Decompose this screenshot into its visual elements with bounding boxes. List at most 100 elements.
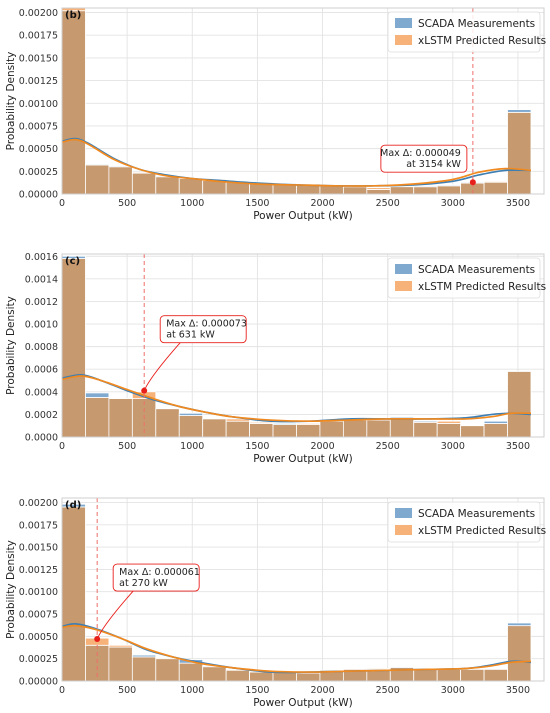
- histogram-bar-overlap: [483, 668, 508, 682]
- x-tick-label: 2500: [376, 441, 400, 452]
- annotation-text-line1: Max Δ: 0.000049: [380, 148, 461, 159]
- x-axis-label: Power Output (kW): [253, 210, 353, 222]
- kde-line-xlstm: [61, 624, 532, 673]
- histogram-bar-overlap: [61, 506, 86, 682]
- annotation-text-line2: at 631 kW: [166, 330, 215, 341]
- x-tick-label: 1000: [180, 441, 204, 452]
- histogram-bar-xlstm: [296, 423, 321, 425]
- legend-box: [387, 11, 541, 53]
- histogram-bar-overlap: [272, 671, 297, 682]
- histogram-bar-overlap: [389, 186, 415, 195]
- histogram-bar-overlap: [155, 658, 180, 682]
- y-tick-label: 0.0016: [25, 252, 58, 263]
- y-tick-label: 0.00100: [19, 587, 58, 598]
- histogram-bar-xlstm: [366, 187, 391, 190]
- legend-label-scada: SCADA Measurements: [418, 18, 535, 30]
- x-axis-label: Power Output (kW): [253, 453, 353, 465]
- plot-frame: [61, 253, 545, 438]
- legend-swatch-xlstm: [395, 525, 412, 535]
- histogram-bar-overlap: [178, 415, 204, 438]
- y-tick-label: 0.0012: [25, 297, 58, 308]
- x-tick-label: 1500: [245, 685, 269, 696]
- plot-frame: [61, 497, 545, 682]
- x-tick-label: 2500: [376, 685, 400, 696]
- legend: SCADA Measurements xLSTM Predicted Result…: [387, 501, 546, 543]
- histogram-bar-overlap: [108, 646, 133, 682]
- y-tick-label: 0.00025: [19, 654, 58, 665]
- histogram-bar-overlap: [507, 625, 532, 682]
- histogram-bar-xlstm: [436, 420, 462, 424]
- y-tick-label: 0.00000: [19, 677, 58, 688]
- annotation-text-line1: Max Δ: 0.000073: [166, 319, 247, 330]
- legend-swatch-xlstm: [395, 281, 412, 291]
- histogram-bar-overlap: [436, 185, 462, 195]
- histogram-bar-overlap: [366, 419, 391, 438]
- histogram-bar-scada: [483, 420, 508, 424]
- x-tick-label: 1000: [180, 198, 204, 209]
- legend-label-xlstm: xLSTM Predicted Results: [418, 525, 546, 537]
- histogram-bar-overlap: [202, 418, 227, 438]
- y-tick-label: 0.00050: [19, 632, 58, 643]
- y-tick-label: 0.00050: [19, 144, 58, 155]
- panel-label: (b): [65, 10, 81, 21]
- histogram-bar-overlap: [249, 423, 274, 438]
- histogram-bar-overlap: [366, 189, 391, 195]
- y-tick-label: 0.0000: [25, 433, 58, 444]
- histogram-bar-overlap: [413, 186, 438, 195]
- x-tick-label: 3500: [506, 685, 530, 696]
- y-tick-label: 0.00200: [19, 498, 58, 509]
- y-tick-label: 0.00125: [19, 76, 58, 87]
- histogram-bar-xlstm: [225, 418, 250, 422]
- histogram-bar-xlstm: [108, 644, 133, 648]
- histogram-bar-overlap: [225, 420, 250, 438]
- x-tick-label: 3000: [441, 198, 465, 209]
- y-tick-label: 0.00075: [19, 121, 58, 132]
- x-tick-label: 1000: [180, 685, 204, 696]
- histogram-bar-scada: [272, 423, 297, 425]
- histogram-bar-overlap: [413, 421, 438, 438]
- histogram-bar-overlap: [460, 668, 485, 682]
- max-delta-marker: [141, 387, 148, 394]
- histogram-bar-scada: [85, 163, 110, 166]
- annotation-text-line2: at 3154 kW: [406, 159, 461, 170]
- y-tick-label: 0.00000: [19, 190, 58, 201]
- y-tick-label: 0.00025: [19, 167, 58, 178]
- histogram-bar-overlap: [296, 424, 321, 438]
- histogram-bar-overlap: [85, 164, 110, 195]
- plot-frame: [61, 7, 545, 195]
- y-tick-label: 0.00075: [19, 610, 58, 621]
- y-tick-label: 0.00100: [19, 99, 58, 110]
- y-tick-label: 0.0002: [25, 410, 58, 421]
- y-tick-label: 0.0008: [25, 342, 58, 353]
- y-tick-label: 0.0010: [25, 320, 58, 331]
- histogram-bar-overlap: [507, 111, 532, 195]
- y-tick-label: 0.00175: [19, 31, 58, 42]
- histogram-bar-overlap: [483, 181, 508, 195]
- annotation-box: [159, 315, 247, 344]
- histogram-bar-overlap: [85, 397, 110, 438]
- histogram-bar-overlap: [61, 258, 86, 438]
- legend-box: [387, 257, 541, 299]
- x-tick-label: 0: [59, 441, 65, 452]
- histogram-bar-overlap: [507, 371, 532, 438]
- histogram-bar-scada: [436, 184, 462, 187]
- annotation-text-line1: Max Δ: 0.000061: [119, 567, 200, 578]
- x-tick-label: 2000: [310, 198, 334, 209]
- histogram-bar-overlap: [155, 408, 180, 438]
- kde-line-xlstm: [61, 138, 532, 187]
- x-tick-label: 3500: [506, 198, 530, 209]
- legend-label-scada: SCADA Measurements: [418, 264, 535, 276]
- histogram-bar-scada: [389, 666, 415, 669]
- panel-label: (c): [65, 256, 80, 267]
- y-axis-label: Probability Density: [5, 52, 17, 151]
- legend-label-xlstm: xLSTM Predicted Results: [418, 281, 546, 293]
- histogram-bar-overlap: [108, 398, 133, 438]
- histogram-bar-overlap: [61, 10, 86, 195]
- histogram-bar-overlap: [249, 671, 274, 682]
- annotation-box: [380, 144, 468, 173]
- histogram-bar-scada: [507, 109, 532, 113]
- histogram-bar-scada: [389, 416, 415, 419]
- histogram-bar-overlap: [131, 172, 157, 195]
